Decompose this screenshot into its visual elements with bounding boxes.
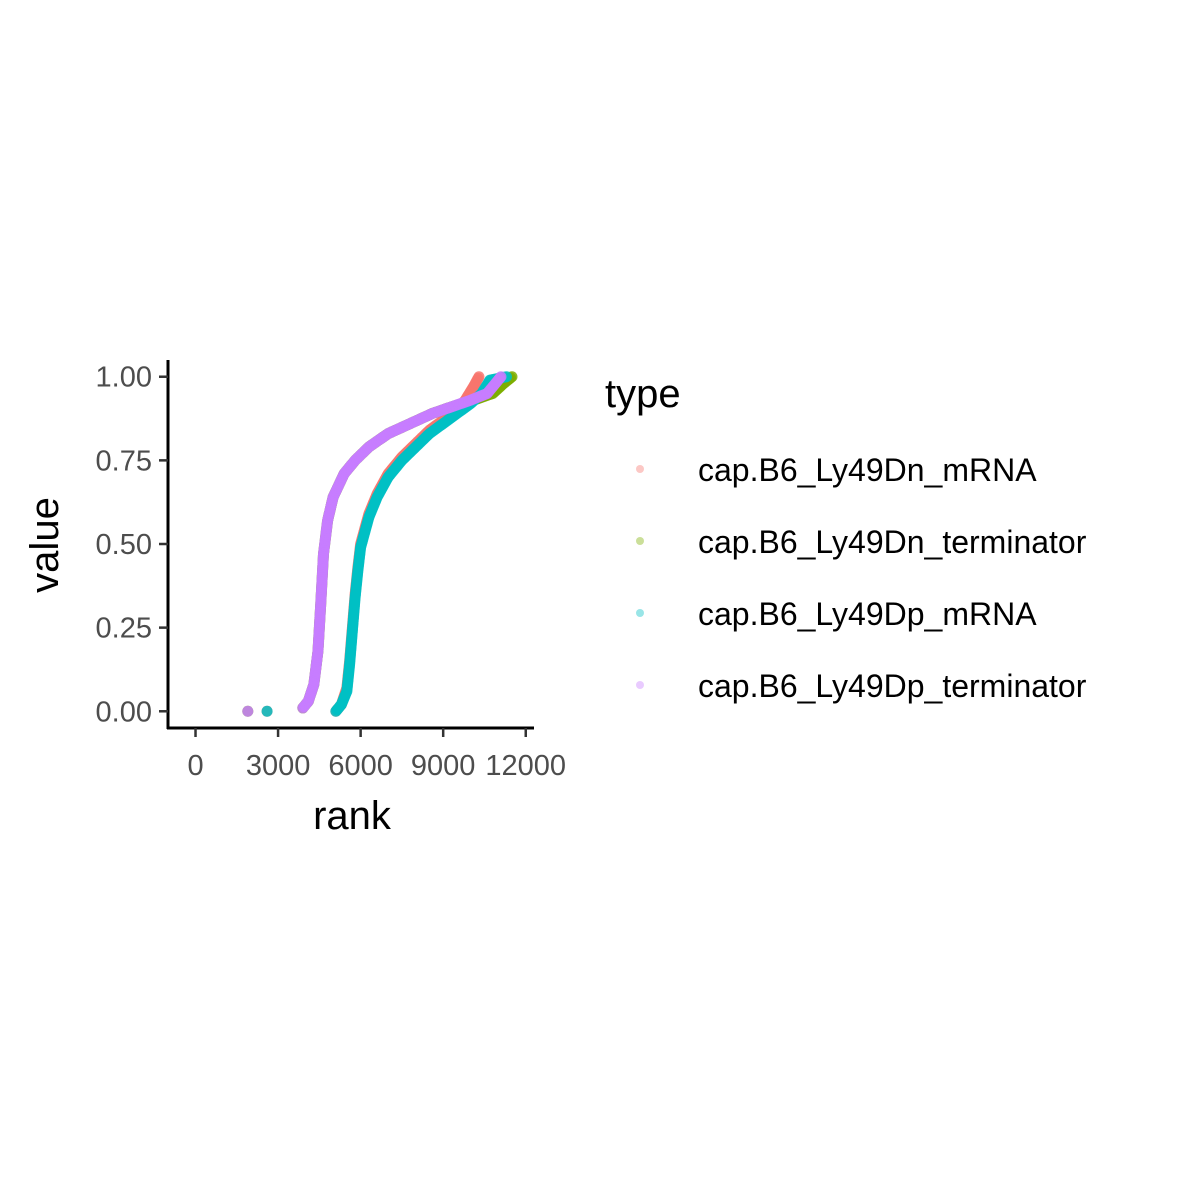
y-tick-label: 0.50 — [96, 529, 152, 561]
x-tick-label: 0 — [187, 750, 203, 782]
legend-label: cap.B6_Ly49Dn_mRNA — [698, 452, 1037, 488]
x-tick-label: 12000 — [485, 750, 566, 782]
legend-items: cap.B6_Ly49Dn_mRNA cap.B6_Ly49Dn_terminat… — [636, 452, 1087, 704]
series-cap.B6_Ly49Dp_terminator — [242, 371, 507, 717]
x-axis-title: rank — [313, 794, 392, 838]
series-cap.B6_Ly49Dp_mRNA — [261, 371, 512, 717]
x-tick-label: 9000 — [411, 750, 476, 782]
data-point — [261, 705, 273, 717]
series-cap.B6_Ly49Dn_terminator — [242, 371, 518, 717]
data-point — [495, 371, 507, 383]
legend-label: cap.B6_Ly49Dp_mRNA — [698, 596, 1037, 632]
legend-item: cap.B6_Ly49Dp_terminator — [636, 668, 1087, 704]
legend-key — [636, 609, 644, 617]
plot-points — [242, 371, 518, 717]
legend-title: type — [605, 372, 681, 416]
legend-key — [636, 681, 644, 689]
legend: type cap.B6_Ly49Dn_mRNA cap.B6_Ly49Dn_ter… — [605, 372, 1087, 704]
legend-label: cap.B6_Ly49Dp_terminator — [698, 668, 1087, 704]
legend-item: cap.B6_Ly49Dp_mRNA — [636, 596, 1037, 632]
x-tick-label: 3000 — [246, 750, 311, 782]
data-point — [242, 705, 254, 717]
axes: 0.00 0.25 0.50 0.75 1.00 0 3000 6000 9000 12000 — [96, 360, 566, 782]
y-tick-label: 0.25 — [96, 613, 152, 645]
y-tick-label: 1.00 — [96, 362, 152, 394]
legend-item: cap.B6_Ly49Dn_terminator — [636, 524, 1087, 560]
y-tick-label: 0.00 — [96, 696, 152, 728]
x-tick-label: 6000 — [328, 750, 393, 782]
y-tick-label: 0.75 — [96, 445, 152, 477]
legend-label: cap.B6_Ly49Dn_terminator — [698, 524, 1087, 560]
legend-key — [636, 465, 644, 473]
y-axis-title: value — [23, 497, 67, 593]
data-point — [473, 371, 485, 383]
legend-item: cap.B6_Ly49Dn_mRNA — [636, 452, 1037, 488]
legend-key — [636, 537, 644, 545]
